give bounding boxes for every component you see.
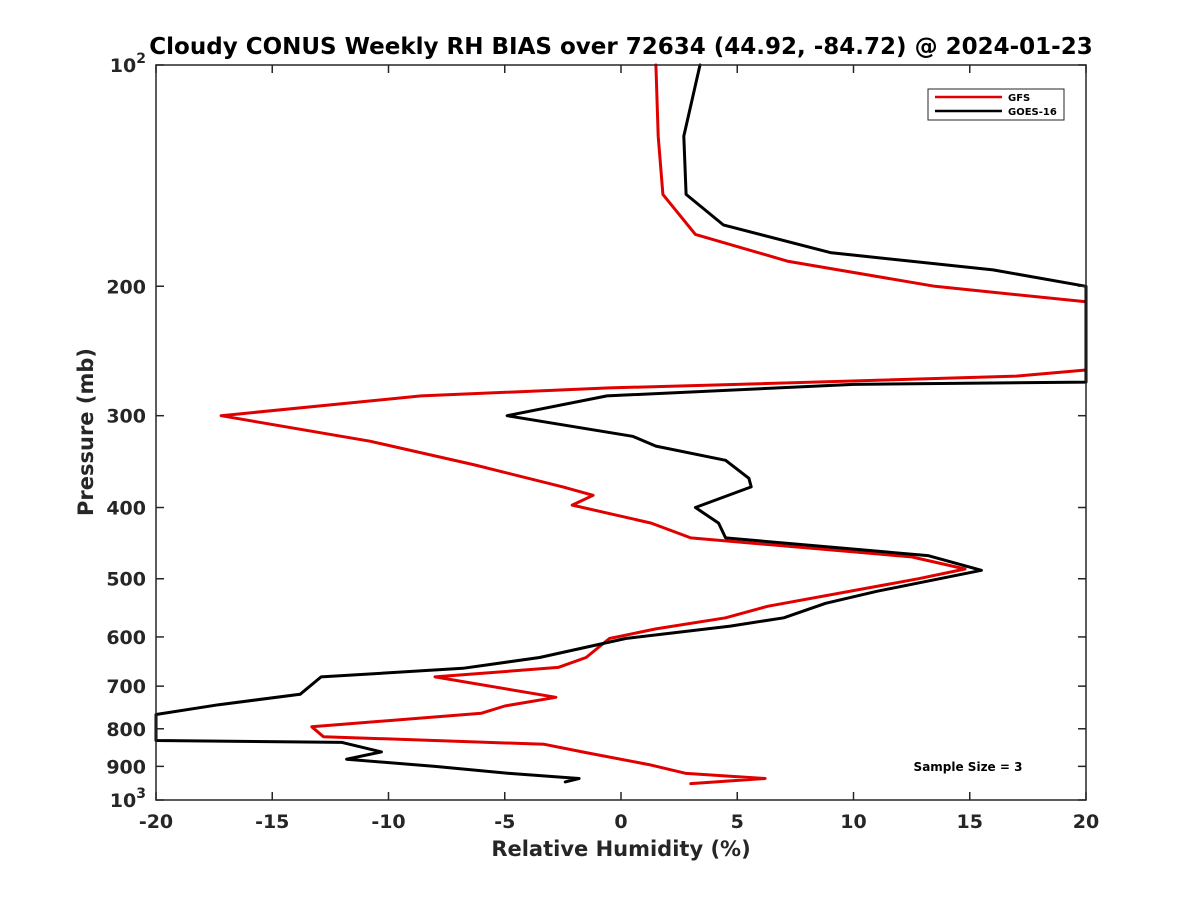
- y-tick-label: 400: [106, 498, 146, 520]
- y-tick-label: 300: [106, 406, 146, 428]
- sample-size-annotation: Sample Size = 3: [914, 760, 1023, 774]
- legend-box: [927, 88, 1065, 121]
- y-tick-label: 900: [106, 756, 146, 778]
- x-axis-label: Relative Humidity (%): [491, 837, 750, 861]
- y-tick-label: 103: [110, 786, 146, 812]
- legend-label-goes16: GOES-16: [1008, 107, 1057, 118]
- y-tick-label: 200: [106, 276, 146, 298]
- y-tick-label: 800: [106, 719, 146, 741]
- chart-title: Cloudy CONUS Weekly RH BIAS over 72634 (…: [149, 34, 1092, 60]
- y-tick-label: 700: [106, 676, 146, 698]
- x-tick-label: 0: [614, 811, 627, 833]
- legend-label-gfs: GFS: [1008, 93, 1030, 104]
- y-tick-label: 102: [110, 51, 146, 77]
- x-axis: -20 -15 -10 -5 0 5 10 15 20: [139, 65, 1099, 833]
- x-tick-label: -15: [255, 811, 289, 833]
- x-tick-label: 20: [1073, 811, 1099, 833]
- x-tick-label: 5: [731, 811, 744, 833]
- x-tick-label: -5: [494, 811, 515, 833]
- x-tick-label: -20: [139, 811, 173, 833]
- x-tick-label: -10: [371, 811, 405, 833]
- y-tick-label: 600: [106, 627, 146, 649]
- y-axis: 102 200 300 400 500 600 700 800 900 103: [106, 51, 1086, 812]
- y-axis-label: Pressure (mb): [74, 348, 98, 516]
- x-tick-label: 15: [957, 811, 983, 833]
- axes-frame: [155, 64, 1087, 801]
- x-tick-label: 10: [840, 811, 866, 833]
- plot-lines: [154, 63, 1088, 786]
- series-line-goes16: [154, 63, 1088, 784]
- legend: GFS GOES-16: [927, 88, 1065, 121]
- y-tick-label: 500: [106, 569, 146, 591]
